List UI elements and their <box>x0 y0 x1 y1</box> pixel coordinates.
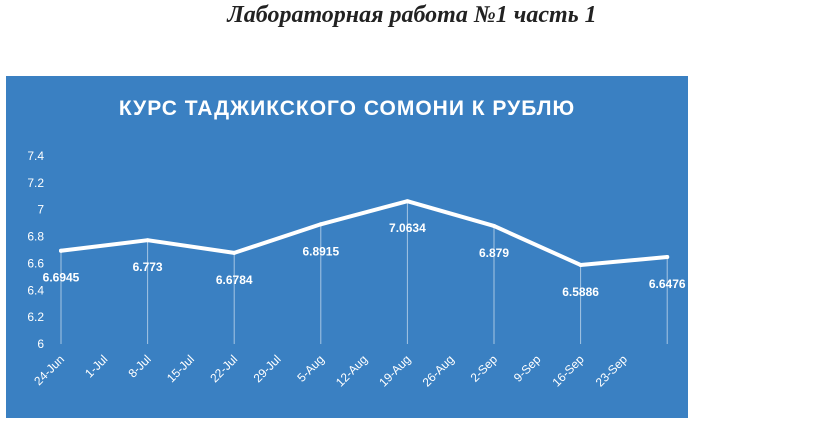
x-tick-label: 23-Sep <box>593 352 630 389</box>
data-label: 6.879 <box>479 246 509 260</box>
x-tick-label: 15-Jul <box>164 352 197 385</box>
data-label: 6.5886 <box>562 285 599 299</box>
data-point <box>145 238 150 243</box>
x-tick-label: 2-Sep <box>468 352 501 385</box>
y-tick-label: 6 <box>37 337 44 351</box>
series-line <box>59 199 670 267</box>
y-tick-label: 6.6 <box>27 256 44 270</box>
data-point <box>318 222 323 227</box>
x-tick-label: 1-Jul <box>82 352 110 380</box>
x-tick-label: 5-Aug <box>294 352 327 385</box>
data-point <box>492 223 496 228</box>
y-tick-label: 7 <box>37 203 44 217</box>
x-tick-label: 22-Jul <box>207 352 240 385</box>
data-point <box>405 199 410 204</box>
data-label: 7.0634 <box>389 221 426 235</box>
y-tick-label: 6.2 <box>27 310 44 324</box>
data-point <box>232 250 237 255</box>
document-title: Лабораторная работа №1 часть 1 <box>227 2 597 28</box>
x-tick-label: 8-Jul <box>125 352 153 380</box>
data-label: 6.6945 <box>43 271 80 285</box>
data-label: 6.6476 <box>649 277 686 291</box>
y-tick-label: 7.4 <box>27 149 44 163</box>
x-tick-label: 16-Sep <box>549 352 586 389</box>
data-point <box>578 262 583 267</box>
x-tick-label: 24-Jun <box>31 352 67 388</box>
x-tick-label: 26-Aug <box>420 352 457 389</box>
x-tick-label: 9-Sep <box>511 352 544 385</box>
y-tick-label: 6.8 <box>27 230 44 244</box>
x-tick-label: 12-Aug <box>333 352 370 389</box>
data-point <box>59 248 63 253</box>
data-label: 6.773 <box>133 260 163 274</box>
y-tick-label: 7.2 <box>27 176 44 190</box>
x-tick-label: 19-Aug <box>376 352 413 389</box>
y-tick-label: 6.4 <box>27 283 44 297</box>
chart-title: КУРС ТАДЖИКСКОГО СОМОНИ К РУБЛЮ <box>119 97 575 120</box>
data-label: 6.6784 <box>216 273 253 287</box>
data-point <box>665 255 670 260</box>
x-tick-label: 29-Jul <box>251 352 284 385</box>
data-label: 6.8915 <box>302 244 339 258</box>
chart-svg: КУРС ТАДЖИКСКОГО СОМОНИ К РУБЛЮ 66.26.46… <box>27 97 686 389</box>
line-chart: КУРС ТАДЖИКСКОГО СОМОНИ К РУБЛЮ 6 6.2 6.4 6… <box>6 76 688 418</box>
